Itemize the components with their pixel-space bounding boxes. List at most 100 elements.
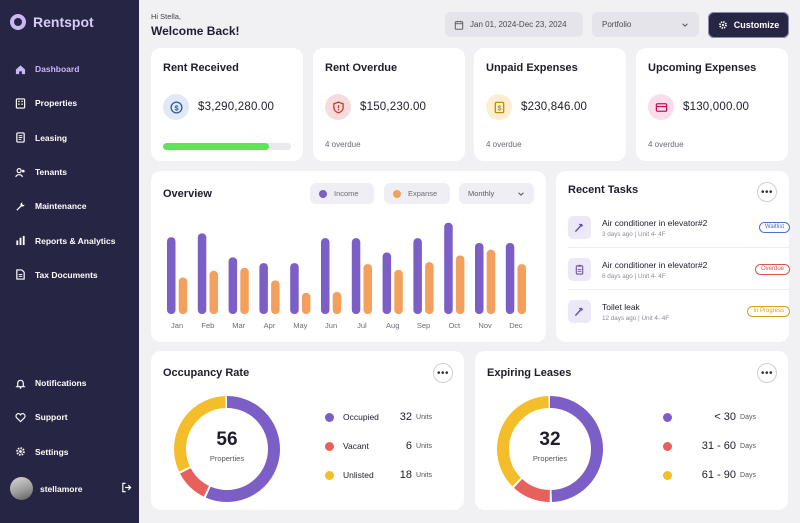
tasks-more-button[interactable]: ••• [757,182,777,202]
bar-income-sep[interactable] [413,238,422,314]
user-profile[interactable]: stellamore [10,477,132,500]
leases-more-button[interactable]: ••• [757,363,777,383]
legend-label: Vacant [343,441,369,451]
bar-income-may[interactable] [290,263,299,314]
sidebar-item-reports[interactable]: Reports & Analytics [0,223,139,257]
occupancy-card: Occupancy Rate ••• 56 Properties Occupie… [151,351,464,510]
customize-button[interactable]: Customize [708,12,789,38]
customize-label: Customize [733,20,780,30]
recent-tasks-title: Recent Tasks [568,184,639,196]
occupancy-more-button[interactable]: ••• [433,363,453,383]
legend-label: < 30 [714,411,737,423]
bar-expanse-may[interactable] [301,292,311,314]
legend-dot [325,470,334,480]
building-icon [15,98,26,109]
bar-income-feb[interactable] [197,233,207,314]
occupancy-donut-segment-0[interactable] [174,396,280,502]
sidebar-item-label: Settings [35,446,69,457]
bar-expanse-sep[interactable] [425,262,434,314]
sidebar-item-tax-documents[interactable]: Tax Documents [0,258,139,292]
legend-unit: Days [740,471,756,479]
bar-income-mar[interactable] [228,257,238,314]
sidebar-item-dashboard[interactable]: Dashboard [0,52,139,86]
legend-dot [663,441,672,451]
bell-icon [15,379,26,389]
date-range-picker[interactable]: Jan 01, 2024-Dec 23, 2024 [445,12,583,37]
bar-expanse-jul[interactable] [363,264,373,314]
bar-income-jan[interactable] [167,237,176,314]
bar-income-oct[interactable] [444,222,453,314]
more-icon: ••• [436,367,449,379]
task-item[interactable]: Air conditioner in elevator#2 6 days ago … [568,249,790,290]
bar-expanse-apr[interactable] [271,280,280,314]
sidebar-item-maintenance[interactable]: Maintenance [0,189,139,223]
task-text: Air conditioner in elevator#2 3 days ago … [602,218,790,238]
status-badge: Overdue [754,264,790,275]
legend-label: 31 - 60 [701,440,737,452]
sidebar-item-label: Maintenance [35,201,87,212]
x-tick-label: Jul [357,321,367,330]
shield-alert-icon [332,100,344,114]
brand[interactable]: Rentspot [10,14,94,30]
legend-value: 32 [399,411,413,423]
bar-expanse-oct[interactable] [455,255,465,314]
bar-income-jun[interactable] [321,238,330,314]
bar-expanse-jan[interactable] [178,277,188,314]
sidebar-item-settings[interactable]: Settings [0,435,139,469]
legend-dot [663,470,672,480]
logo-icon [10,14,26,30]
bar-expanse-aug[interactable] [394,269,403,314]
leases-donut-segment-2[interactable] [497,396,603,502]
sidebar-item-tenants[interactable]: Tenants [0,155,139,189]
stat-subtext: 4 overdue [486,140,522,149]
sidebar-item-support[interactable]: Support [0,400,139,434]
legend-income[interactable]: Income [310,183,374,204]
x-tick-label: Sep [417,321,430,330]
avatar[interactable] [10,477,33,500]
task-unit: Unit 4- 4F [637,272,666,280]
bar-income-nov[interactable] [475,242,484,314]
bar-income-jul[interactable] [351,238,361,314]
leases-donut-segment-0[interactable] [497,396,603,502]
occupancy-legend-row: Occupied 32 Units [325,411,432,423]
task-item[interactable]: Toilet leak 12 days ago | Unit 4- 4F In Pr… [568,291,790,332]
x-tick-label: Mar [232,321,245,330]
overview-bar-chart: Jan Feb Mar Apr May Jun Jul Aug Sep Oct Nov Dec [167,222,527,330]
task-meta-separator: | [636,314,642,322]
rent-progress-fill [163,143,270,150]
sidebar-bottom-nav: Notifications Support Settings [0,366,139,469]
stat-subtext: 4 overdue [648,140,684,149]
overview-title: Overview [163,188,212,200]
stat-title: Upcoming Expenses [648,62,757,74]
bar-expanse-mar[interactable] [240,267,249,314]
chevron-down-icon [682,22,688,27]
occupancy-donut-segment-2[interactable] [174,396,280,502]
logout-button[interactable] [121,480,132,498]
bar-income-aug[interactable] [382,252,392,314]
sidebar-item-label: Dashboard [35,64,80,75]
task-icon-wrap [568,216,591,239]
users-icon [15,167,25,177]
bar-expanse-dec[interactable] [517,264,527,314]
bar-expanse-jun[interactable] [332,291,342,314]
task-item[interactable]: Air conditioner in elevator#2 3 days ago … [568,207,790,248]
x-tick-label: May [293,321,307,330]
stat-card-unpaid-expenses: Unpaid Expenses $ $230,846.00 4 overdue [474,48,626,161]
more-icon: ••• [760,186,773,198]
legend-expense[interactable]: Expanse [384,183,450,204]
bar-income-dec[interactable] [505,242,515,314]
bar-income-apr[interactable] [259,263,268,314]
sidebar-item-label: Leasing [35,132,68,143]
task-title: Air conditioner in elevator#2 [602,259,708,270]
sidebar-item-label: Tenants [35,167,67,178]
sidebar-item-notifications[interactable]: Notifications [0,366,139,400]
task-divider [568,289,790,290]
portfolio-select[interactable]: Portfolio [592,12,699,37]
logout-icon [122,482,132,492]
bar-expanse-feb[interactable] [209,270,219,314]
sidebar-item-leasing[interactable]: Leasing [0,121,139,155]
bar-expanse-nov[interactable] [486,249,496,314]
x-tick-label: Nov [478,321,492,330]
sidebar-item-properties[interactable]: Properties [0,86,139,120]
period-select[interactable]: Monthly [459,183,534,204]
